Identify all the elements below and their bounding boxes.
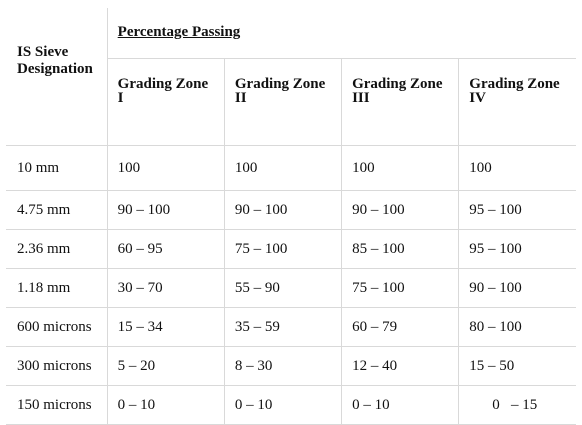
sieve-cell: 600 microns xyxy=(6,307,108,347)
value-cell: 75 – 100 xyxy=(223,229,342,269)
zone-header-label: Grading Zone xyxy=(234,76,326,92)
sieve-cell: 300 microns xyxy=(6,346,108,386)
value-cell: 100 xyxy=(223,145,342,191)
value-cell: 95 – 100 xyxy=(458,190,576,230)
value-cell: 60 – 95 xyxy=(106,229,225,269)
sieve-cell: 1.18 mm xyxy=(6,268,108,308)
value-cell: 0 – 10 xyxy=(106,385,225,425)
sieve-cell: 4.75 mm xyxy=(6,190,108,230)
zone-header-number: I xyxy=(117,90,124,106)
zone-header-4: Grading Zone IV xyxy=(458,58,576,146)
table-row: 4.75 mm 90 – 100 90 – 100 90 – 100 95 – … xyxy=(6,190,576,230)
sieve-cell: 150 microns xyxy=(6,385,108,425)
sieve-designation-header: IS Sieve Designation xyxy=(17,44,93,77)
zone-header-label: Grading Zone xyxy=(469,76,560,92)
grading-table-container: IS Sieve Designation Percentage Passing … xyxy=(6,8,576,425)
table-row: 600 microns 15 – 34 35 – 59 60 – 79 80 –… xyxy=(6,307,576,347)
value-cell: 90 – 100 xyxy=(106,190,225,230)
table-row: 1.18 mm 30 – 70 55 – 90 75 – 100 90 – 10… xyxy=(6,268,576,308)
value-cell: 0 – 10 xyxy=(341,385,459,425)
value-cell: 0 – 15 xyxy=(458,385,576,425)
value-cell: 35 – 59 xyxy=(223,307,342,347)
value-cell: 60 – 79 xyxy=(341,307,459,347)
zone-header-number: IV xyxy=(469,90,486,106)
zone-header-2: Grading Zone II xyxy=(223,58,342,146)
value-cell: 90 – 100 xyxy=(458,268,576,308)
header-row-zones: Grading Zone I Grading Zone II Grading Z… xyxy=(6,58,576,146)
zone-header-label: Grading Zone xyxy=(352,76,443,92)
header-row-group: IS Sieve Designation Percentage Passing xyxy=(6,8,576,77)
sieve-cell: 10 mm xyxy=(6,145,108,191)
sieve-cell: 2.36 mm xyxy=(6,229,108,269)
value-cell: 5 – 20 xyxy=(106,346,225,386)
value-cell: 55 – 90 xyxy=(223,268,342,308)
table-row: 150 microns 0 – 10 0 – 10 0 – 10 0 – 15 xyxy=(6,385,576,425)
table-row: 10 mm 100 100 100 100 xyxy=(6,145,576,191)
value-cell: 80 – 100 xyxy=(458,307,576,347)
value-cell: 75 – 100 xyxy=(341,268,459,308)
value-cell: 85 – 100 xyxy=(341,229,459,269)
zone-header-1: Grading Zone I xyxy=(106,58,225,146)
value-cell: 90 – 100 xyxy=(223,190,342,230)
percentage-passing-header: Percentage Passing xyxy=(106,8,576,59)
zone-header-number: II xyxy=(234,90,247,106)
value-cell: 15 – 34 xyxy=(106,307,225,347)
value-cell: 8 – 30 xyxy=(223,346,342,386)
table-row: 2.36 mm 60 – 95 75 – 100 85 – 100 95 – 1… xyxy=(6,229,576,269)
value-cell: 12 – 40 xyxy=(341,346,459,386)
value-cell: 100 xyxy=(458,145,576,191)
value-cell: 0 – 10 xyxy=(223,385,342,425)
value-cell: 15 – 50 xyxy=(458,346,576,386)
zone-header-number: III xyxy=(352,90,370,106)
value-cell: 100 xyxy=(106,145,225,191)
value-cell: 30 – 70 xyxy=(106,268,225,308)
grading-zone-table: IS Sieve Designation Percentage Passing … xyxy=(6,8,576,425)
zone-header-label: Grading Zone xyxy=(117,76,209,92)
value-cell: 100 xyxy=(341,145,459,191)
value-cell: 90 – 100 xyxy=(341,190,459,230)
zone-header-3: Grading Zone III xyxy=(341,58,459,146)
table-row: 300 microns 5 – 20 8 – 30 12 – 40 15 – 5… xyxy=(6,346,576,386)
value-cell: 95 – 100 xyxy=(458,229,576,269)
